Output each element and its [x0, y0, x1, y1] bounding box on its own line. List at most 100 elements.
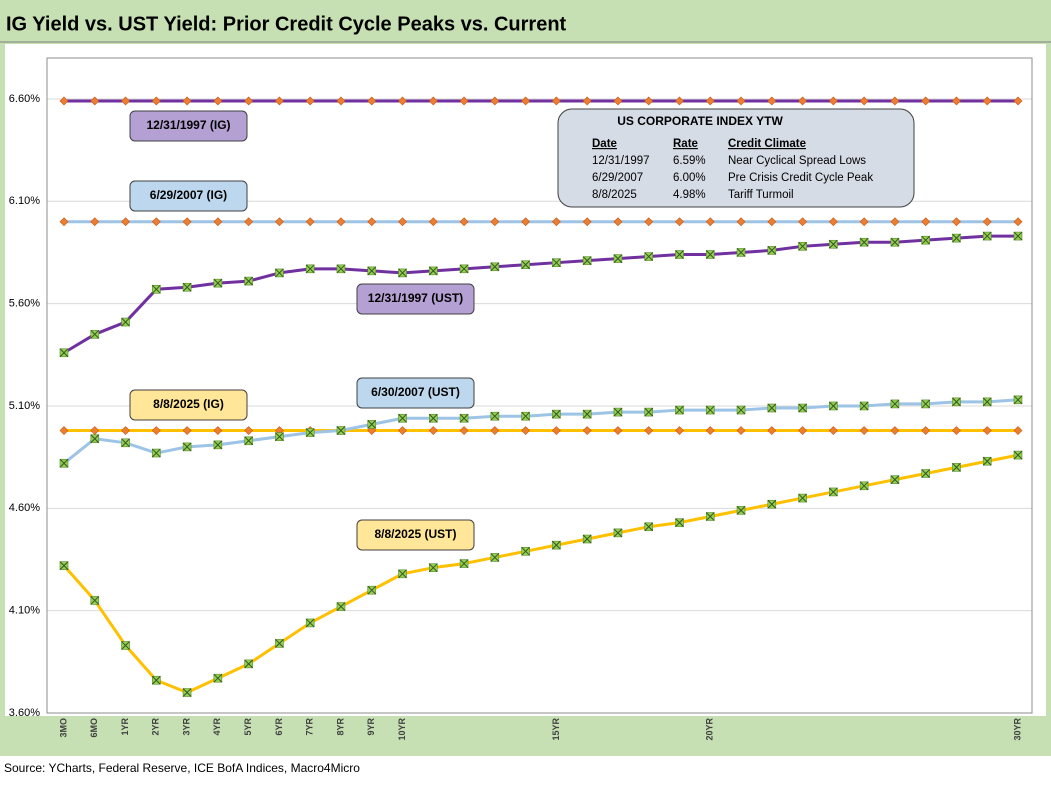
- marker-cross: [213, 278, 223, 288]
- marker-cross: [305, 428, 315, 437]
- data-point: [644, 217, 654, 227]
- data-point: [552, 409, 561, 419]
- marker-cross: [275, 432, 284, 442]
- x-tick-label: 4YR: [212, 718, 222, 736]
- data-point: [521, 546, 530, 556]
- marker-cross: [705, 512, 715, 521]
- data-point: [798, 96, 808, 106]
- marker-cross: [552, 409, 561, 419]
- data-point: [613, 254, 623, 263]
- data-point: [490, 96, 500, 106]
- data-point: [952, 397, 961, 407]
- data-point: [244, 276, 253, 286]
- x-tick-label: 15YR: [551, 718, 561, 741]
- data-point: [767, 246, 777, 255]
- marker-cross: [613, 254, 623, 263]
- data-point: [982, 217, 992, 227]
- marker-cross: [151, 284, 161, 294]
- footer-area: [0, 756, 1051, 786]
- data-point: [613, 217, 623, 227]
- marker-cross: [90, 596, 100, 605]
- x-tick-label: 7YR: [305, 718, 315, 736]
- data-point: [151, 217, 161, 227]
- data-point: [244, 426, 254, 435]
- data-point: [90, 434, 100, 444]
- data-point: [1013, 395, 1023, 405]
- marker-cross: [244, 276, 253, 286]
- marker-cross: [890, 475, 900, 485]
- info-cell: 4.98%: [673, 189, 706, 201]
- data-point: [859, 481, 869, 491]
- x-tick-label: 3MO: [58, 718, 68, 738]
- marker-cross: [182, 282, 192, 292]
- marker-cross: [121, 641, 130, 650]
- data-point: [151, 675, 161, 685]
- marker-cross: [182, 688, 192, 697]
- marker-cross: [59, 348, 69, 358]
- y-tick-label: 3.60%: [9, 707, 40, 719]
- marker-cross: [890, 399, 900, 409]
- marker-cross: [59, 561, 69, 570]
- marker-cross: [582, 409, 592, 419]
- data-point: [428, 96, 438, 106]
- data-point: [428, 426, 438, 435]
- marker-cross: [582, 256, 592, 265]
- data-point: [890, 237, 900, 247]
- data-point: [921, 399, 931, 409]
- marker-cross: [952, 463, 961, 472]
- marker-cross: [644, 252, 654, 261]
- data-point: [459, 413, 469, 423]
- data-point: [244, 96, 254, 106]
- marker-cross: [798, 241, 807, 251]
- marker-cross: [459, 413, 469, 423]
- data-point: [890, 399, 900, 409]
- data-point: [644, 426, 654, 435]
- info-column-header: Rate: [673, 138, 698, 150]
- chart-title: IG Yield vs. UST Yield: Prior Credit Cyc…: [6, 13, 567, 35]
- marker-cross: [305, 264, 315, 274]
- data-point: [459, 559, 469, 568]
- data-point: [213, 96, 223, 106]
- data-point: [151, 284, 161, 294]
- data-point: [59, 561, 69, 570]
- data-point: [675, 250, 684, 259]
- data-point: [459, 264, 469, 274]
- data-point: [398, 426, 407, 435]
- marker-cross: [59, 458, 69, 468]
- y-tick-label: 6.60%: [9, 93, 40, 105]
- series-label-box: [356, 283, 475, 315]
- data-point: [952, 463, 961, 472]
- info-column-header: Credit Climate: [728, 138, 806, 150]
- data-point: [428, 413, 438, 423]
- marker-cross: [490, 262, 500, 272]
- data-point: [705, 512, 715, 521]
- data-point: [675, 426, 684, 435]
- data-point: [829, 239, 838, 249]
- data-point: [705, 250, 715, 259]
- data-point: [275, 432, 284, 442]
- data-point: [798, 403, 807, 413]
- data-point: [398, 96, 407, 106]
- marker-cross: [798, 493, 807, 503]
- marker-cross: [428, 413, 438, 423]
- data-point: [613, 96, 623, 106]
- marker-cross: [521, 546, 530, 556]
- marker-cross: [829, 401, 838, 411]
- data-point: [859, 237, 869, 247]
- marker-cross: [675, 518, 684, 527]
- marker-cross: [552, 258, 561, 268]
- data-point: [367, 426, 377, 435]
- x-tick-label: 6YR: [274, 718, 284, 736]
- marker-cross: [736, 405, 746, 415]
- marker-cross: [367, 420, 377, 429]
- marker-cross: [675, 405, 684, 415]
- data-point: [367, 217, 377, 227]
- data-point: [213, 278, 223, 288]
- data-point: [890, 475, 900, 485]
- data-point: [244, 659, 253, 669]
- marker-cross: [921, 235, 931, 245]
- marker-cross: [829, 239, 838, 249]
- data-point: [798, 493, 807, 503]
- data-point: [582, 409, 592, 419]
- data-point: [336, 426, 346, 435]
